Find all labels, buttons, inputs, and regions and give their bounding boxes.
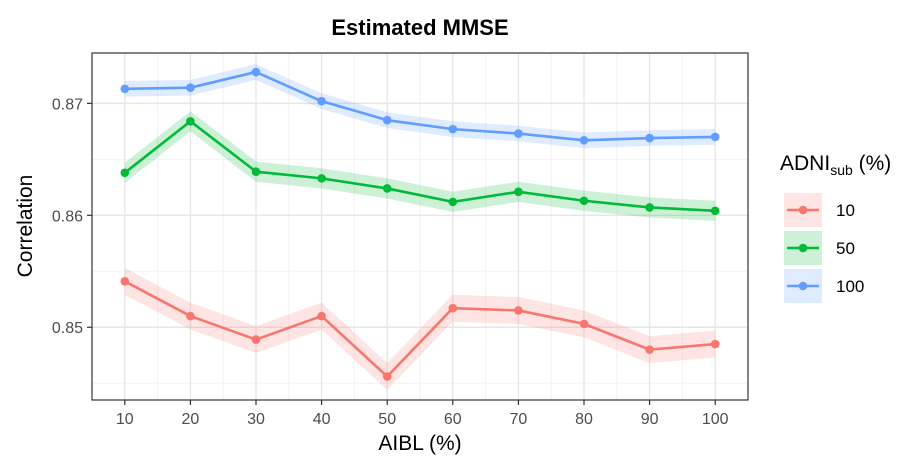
x-tick-label: 10: [116, 411, 134, 428]
legend-title-main: ADNI: [780, 152, 830, 175]
data-point-50: [120, 168, 130, 178]
x-tick-label: 60: [444, 411, 462, 428]
x-tick-label: 50: [378, 411, 396, 428]
legend-label-50: 50: [836, 239, 855, 258]
ribbon-10: [124, 267, 716, 390]
data-point-50: [514, 187, 523, 197]
x-tick-label: 90: [641, 411, 659, 428]
data-point-100: [579, 136, 589, 145]
confidence-ribbons: [124, 64, 716, 390]
x-tick-label: 20: [182, 411, 200, 428]
y-tick-label: 0.85: [52, 320, 83, 337]
x-tick-label: 30: [247, 411, 265, 428]
y-axis-title: Correlation: [14, 175, 37, 278]
data-point-10: [382, 372, 392, 381]
data-point-50: [448, 197, 458, 207]
data-point-100: [710, 132, 720, 142]
ribbon-100: [124, 64, 716, 149]
legend-label-10: 10: [836, 201, 855, 220]
series-points: [120, 67, 720, 381]
chart-title: Estimated MMSE: [331, 15, 508, 40]
data-point-100: [317, 96, 326, 106]
data-point-100: [382, 115, 392, 125]
data-point-10: [448, 303, 458, 313]
legend-title: ADNIsub (%): [780, 152, 891, 178]
data-point-10: [186, 311, 195, 321]
y-tick-label: 0.87: [52, 96, 83, 113]
data-point-10: [645, 345, 654, 354]
legend: ADNIsub (%) 10 50 100: [780, 152, 891, 303]
data-point-10: [317, 311, 326, 321]
plot-border: [91, 52, 749, 401]
legend-title-tail: (%): [853, 152, 892, 175]
x-axis-title: AIBL (%): [378, 432, 461, 455]
ribbon-50: [124, 111, 716, 221]
data-point-100: [448, 124, 458, 134]
x-tick-label: 70: [510, 411, 528, 428]
data-point-100: [186, 83, 195, 92]
data-point-100: [514, 129, 523, 138]
legend-label-100: 100: [836, 277, 864, 296]
data-point-10: [514, 306, 523, 315]
data-point-50: [579, 196, 589, 206]
legend-keys: 10 50 100: [784, 193, 864, 303]
series-line-10: [124, 280, 716, 378]
data-point-50: [710, 206, 720, 216]
data-point-10: [579, 319, 589, 329]
grid-lines: [92, 53, 748, 400]
legend-key-point-10: [798, 205, 808, 215]
data-point-50: [317, 174, 326, 183]
x-tick-label: 100: [702, 411, 729, 428]
x-tick-label: 40: [313, 411, 331, 428]
series-line-50: [123, 119, 716, 213]
data-point-50: [382, 184, 392, 193]
series-line-100: [124, 70, 716, 142]
data-point-10: [710, 339, 720, 349]
x-tick-label: 80: [575, 411, 593, 428]
data-point-10: [251, 335, 261, 344]
data-point-50: [186, 116, 195, 126]
data-point-100: [645, 133, 654, 143]
series-lines: [123, 70, 716, 378]
data-point-10: [120, 277, 130, 286]
data-point-100: [120, 84, 130, 94]
legend-key-point-100: [798, 281, 808, 291]
y-tick-label: 0.86: [52, 208, 83, 225]
legend-key-point-50: [798, 243, 808, 253]
data-point-100: [251, 67, 261, 77]
legend-title-sub: sub: [830, 162, 853, 178]
data-point-50: [251, 167, 261, 176]
data-point-50: [645, 203, 654, 212]
y-axis: 0.85 0.86 0.87: [52, 96, 92, 337]
x-axis: 10 20 30 40 50 60 70 80 90 100: [116, 400, 729, 428]
